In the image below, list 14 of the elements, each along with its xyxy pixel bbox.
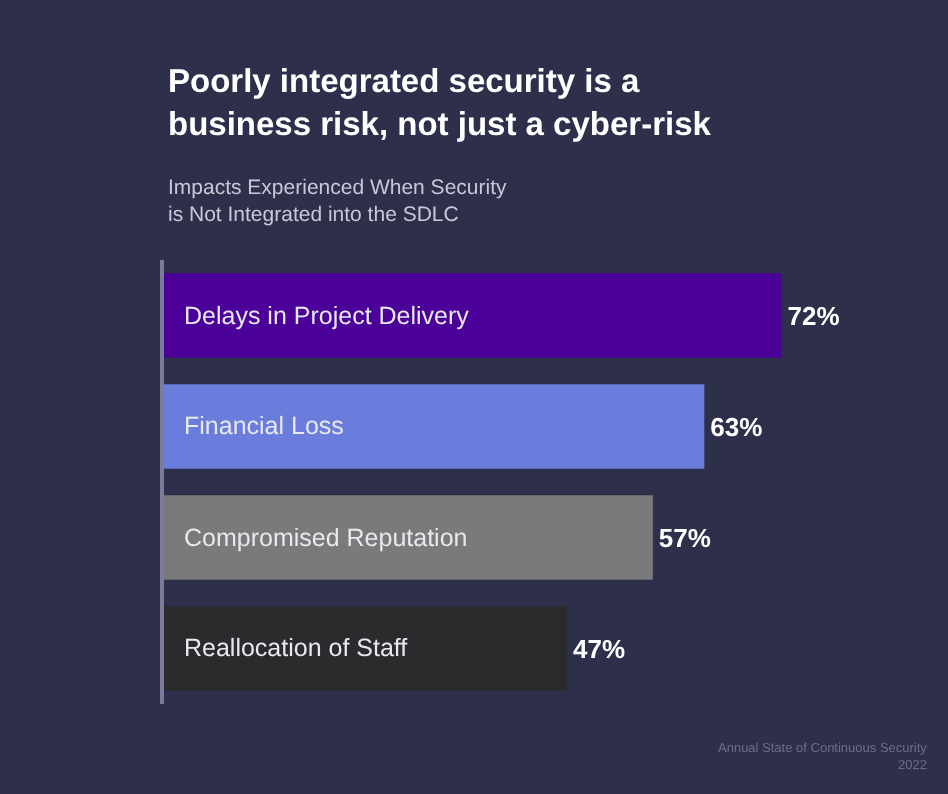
chart-subtitle: Impacts Experienced When Security is Not Integrated into the SDLC xyxy=(168,176,508,228)
y-tick-label: Reallocation of Staff xyxy=(184,634,409,662)
data-label: 72% xyxy=(787,300,841,331)
y-tick-label: Delays in Project Delivery xyxy=(184,302,471,330)
data-label: 57% xyxy=(658,522,712,553)
bar xyxy=(164,495,653,580)
data-label: 63% xyxy=(710,411,764,442)
chart-title: Poorly integrated security is a business risk, not just a cyber-risk xyxy=(168,64,713,143)
y-tick-label: Compromised Reputation xyxy=(184,524,468,552)
y-tick-label: Financial Loss xyxy=(184,412,344,440)
data-label: 47% xyxy=(573,633,627,664)
bar xyxy=(164,273,782,358)
bar xyxy=(164,384,705,469)
bar xyxy=(164,606,568,691)
